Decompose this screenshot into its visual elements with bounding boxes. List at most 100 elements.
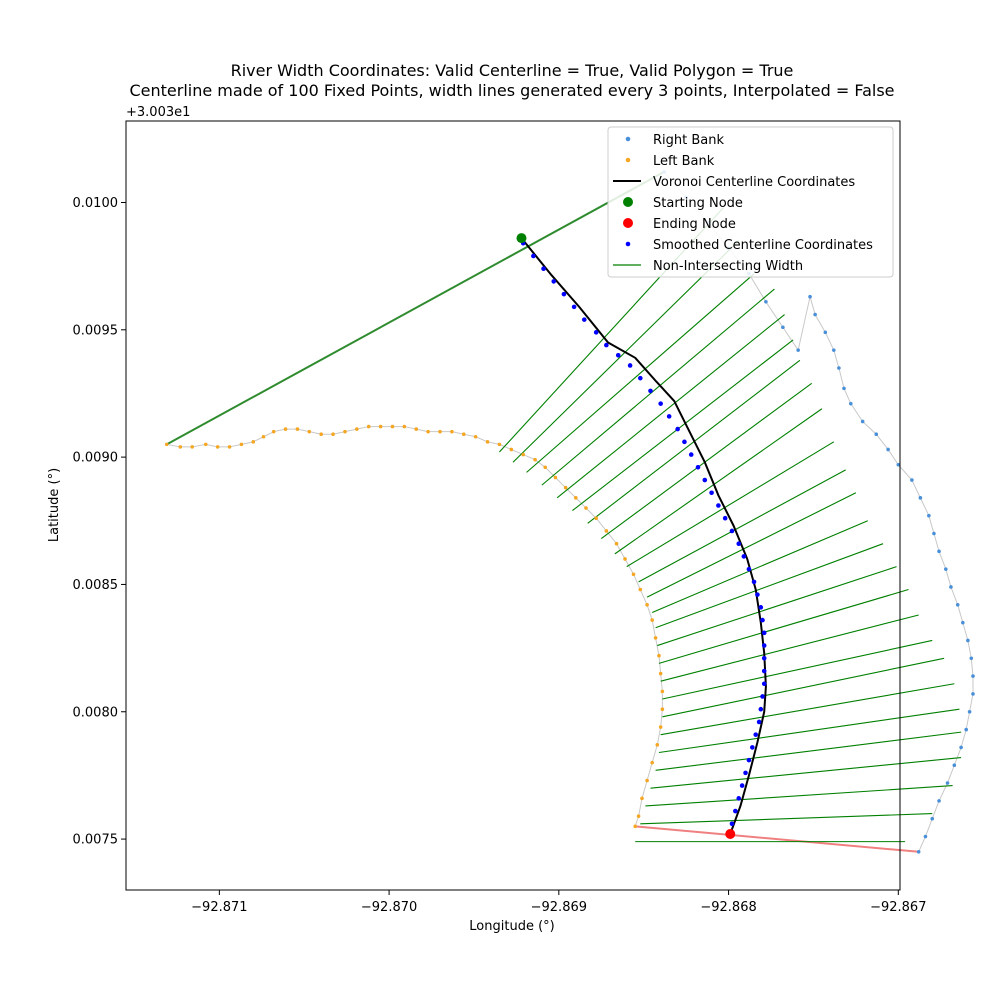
right-bank-point <box>832 348 836 352</box>
smoothed-centerline-point <box>604 342 609 348</box>
right-bank-point <box>813 312 817 317</box>
right-bank-point <box>964 727 968 732</box>
right-bank-point <box>823 330 828 335</box>
y-axis: 0.0075 0.0080 0.0085 0.0090 0.0095 0.0100 <box>73 196 126 848</box>
smoothed-centerline-point <box>729 821 735 827</box>
right-bank-point <box>910 478 914 482</box>
right-bank-point <box>949 585 953 589</box>
smoothed-centerline-point <box>741 554 747 559</box>
left-bank-point <box>631 572 636 577</box>
right-bank-point <box>781 325 785 330</box>
left-bank-point <box>636 814 641 818</box>
right-bank-point <box>955 603 960 607</box>
left-bank-point <box>283 427 288 431</box>
smoothed-centerline-point <box>675 426 680 432</box>
legend-marker <box>625 241 631 247</box>
left-bank-point <box>543 465 548 470</box>
smoothed-centerline-point <box>760 617 765 623</box>
smoothed-centerline-point <box>648 388 653 394</box>
left-bank-point <box>378 424 383 429</box>
width-line <box>626 441 835 568</box>
legend-label: Non-Intersecting Width <box>653 259 803 274</box>
right-bank-point <box>944 567 948 571</box>
left-bank-point <box>655 743 660 747</box>
left-bank-point <box>295 427 300 431</box>
right-bank-point <box>937 799 941 803</box>
chart-title-line1: River Width Coordinates: Valid Centerlin… <box>231 61 794 80</box>
right-bank-point <box>966 638 970 643</box>
left-bank-point <box>331 432 335 437</box>
width-line <box>658 708 960 754</box>
left-bank-point <box>657 653 661 658</box>
legend: Right Bank Left Bank Voronoi Centerline Co… <box>607 126 894 278</box>
smoothed-centerline-point <box>755 592 760 597</box>
y-offset-label: +3.003e1 <box>126 105 190 120</box>
width-line <box>556 314 785 499</box>
left-bank-point <box>271 429 276 434</box>
smoothed-centerline-point <box>739 783 745 788</box>
left-bank-point <box>426 429 430 434</box>
right-bank-point <box>930 816 935 821</box>
smoothed-centerline-point <box>541 266 546 271</box>
right-bank-point <box>796 348 800 352</box>
right-bank-point <box>971 692 975 696</box>
starting-node <box>516 233 527 244</box>
width-line <box>655 731 962 771</box>
y-tick-label: 0.0090 <box>73 451 119 466</box>
left-bank-point <box>343 429 347 434</box>
legend-label: Ending Node <box>653 217 736 232</box>
left-bank-point <box>584 506 588 510</box>
right-bank-point <box>896 462 901 467</box>
width-line <box>660 614 919 682</box>
right-bank-point <box>860 419 865 424</box>
smoothed-centerline-point <box>658 401 663 406</box>
width-line <box>541 288 775 486</box>
left-bank-point <box>653 636 658 640</box>
width-line <box>645 785 953 807</box>
left-bank-point <box>239 442 244 447</box>
left-bank-point <box>521 452 525 457</box>
left-bank-point <box>215 445 220 449</box>
left-bank-point <box>563 485 568 490</box>
smoothed-centerline-point <box>716 503 721 508</box>
left-bank-point <box>533 457 537 462</box>
left-bank-point <box>650 760 654 765</box>
width-line <box>650 757 962 789</box>
y-axis-label: Latitude (°) <box>47 468 62 542</box>
right-bank-point <box>959 745 963 750</box>
y-tick-label: 0.0085 <box>73 578 119 593</box>
right-bank-point <box>916 850 921 854</box>
smoothed-centerline-point <box>736 541 742 546</box>
left-bank-point <box>461 432 466 437</box>
left-bank-point <box>485 440 490 444</box>
width-line <box>651 520 868 613</box>
left-bank-point <box>614 541 619 546</box>
legend-label: Right Bank <box>653 133 724 148</box>
smoothed-centerline-point <box>746 566 752 572</box>
right-bank-point <box>937 549 941 554</box>
right-bank-point <box>837 366 841 370</box>
x-tick-label: −92.870 <box>361 900 417 915</box>
voronoi-centerline <box>520 237 767 835</box>
smoothed-centerline-point <box>561 291 567 297</box>
y-tick-label: 0.0080 <box>73 705 119 720</box>
width-line <box>526 273 755 473</box>
width-line <box>572 339 794 512</box>
top-closure-line <box>166 171 665 446</box>
y-tick-label: 0.0075 <box>73 833 119 848</box>
x-tick-label: −92.867 <box>870 900 926 915</box>
smoothed-centerline-point <box>753 732 759 737</box>
width-line <box>640 813 933 825</box>
legend-marker <box>625 157 631 163</box>
left-bank-point <box>190 445 194 449</box>
smoothed-centerline-point <box>593 330 599 335</box>
width-line <box>662 657 945 718</box>
left-bank-point <box>574 496 578 500</box>
smoothed-centerline-point <box>758 706 764 712</box>
right-bank-point <box>874 432 879 437</box>
right-bank-point <box>764 299 768 304</box>
smoothed-centerline-point <box>746 757 752 763</box>
legend-box <box>607 126 894 278</box>
left-bank-point <box>660 707 665 712</box>
y-tick-label: 0.0095 <box>73 323 119 338</box>
